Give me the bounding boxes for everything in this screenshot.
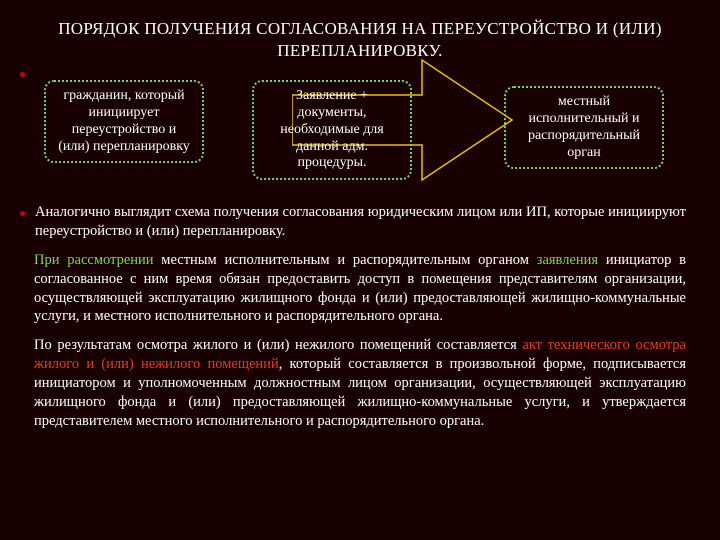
flow-box-citizen: гражданин, который инициирует переустрой… xyxy=(44,80,204,163)
highlight-text: При рассмотрении xyxy=(34,252,154,268)
highlight-text: заявления xyxy=(537,252,598,268)
bullet-marker-icon xyxy=(20,72,25,77)
bullet-item: Аналогично выглядит схема получения согл… xyxy=(34,203,686,241)
plain-text: местным исполнительным и распорядительны… xyxy=(154,252,537,268)
paragraph-review: При рассмотрении местным исполнительным … xyxy=(34,251,686,326)
paragraph-act: По результатам осмотра жилого и (или) не… xyxy=(34,336,686,430)
slide: ПОРЯДОК ПОЛУЧЕНИЯ СОГЛАСОВАНИЯ НА ПЕРЕУС… xyxy=(0,0,720,540)
flow-box-authority: местный исполнительный и распорядительны… xyxy=(504,86,664,169)
flow-box-application: Заявление + документы, необходимые для д… xyxy=(252,80,412,180)
bullet-marker-icon xyxy=(20,211,25,216)
slide-title: ПОРЯДОК ПОЛУЧЕНИЯ СОГЛАСОВАНИЯ НА ПЕРЕУС… xyxy=(34,18,686,62)
flow-diagram: гражданин, который инициирует переустрой… xyxy=(34,68,686,193)
plain-text: По результатам осмотра жилого и (или) не… xyxy=(34,337,522,353)
bullet-text: Аналогично выглядит схема получения согл… xyxy=(35,203,686,241)
